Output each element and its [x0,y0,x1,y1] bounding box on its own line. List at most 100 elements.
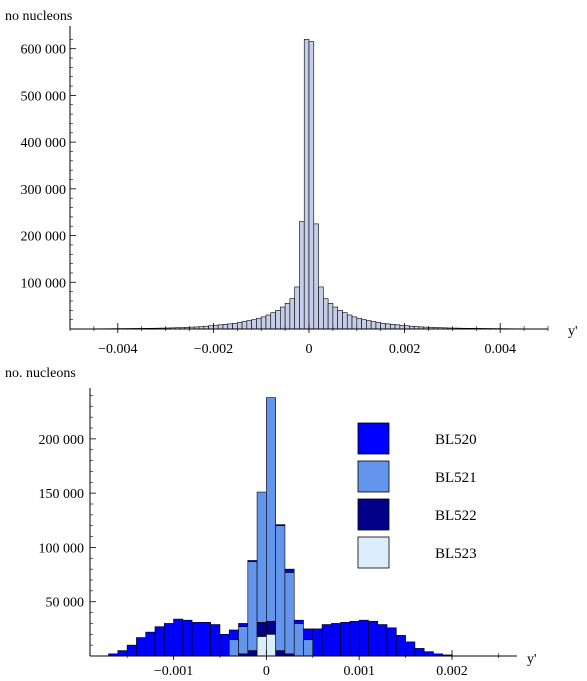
bar-bl520 [340,622,351,657]
bottom-x-tick-label: −0.001 [154,664,193,679]
top-bar [327,303,334,330]
bottom-y-tick-label: 50 000 [46,596,85,611]
bar-bl520 [275,524,286,527]
bar-bl522 [275,650,286,657]
top-bar [332,306,338,330]
top-bar [289,298,295,330]
legend-swatch-bl520 [357,422,390,455]
top-bar [270,312,276,330]
bottom-x-tick-label: 0 [263,664,270,679]
top-bar [318,286,324,330]
bar-bl520 [238,623,249,627]
bar-bl521 [247,561,258,651]
bottom-y-tick-label: 150 000 [39,487,85,502]
bar-bl520 [396,635,406,657]
bar-bl520 [358,619,369,657]
bar-bl520 [368,620,379,657]
top-bar [227,323,233,330]
top-x-tick-label: −0.002 [194,342,233,357]
top-x-tick-label: 0 [306,342,313,357]
bar-bl520 [219,633,230,657]
top-x-axis-label: y' [568,324,578,339]
top-bar [241,321,248,330]
bar-bl520 [136,637,146,657]
bottom-x-axis-label: y' [527,652,537,667]
bar-bl520 [377,624,388,657]
bar-bl520 [414,648,425,657]
top-bar [299,221,305,330]
top-bar [385,323,391,330]
legend-label-bl521: BL521 [435,470,477,486]
bar-bl520 [201,622,211,657]
top-bar [346,314,353,330]
top-bar [366,320,372,330]
top-bar [222,324,229,330]
legend-swatch-bl521 [357,460,390,493]
bar-bl520 [228,629,239,641]
top-bar [370,321,377,330]
top-bar [260,316,267,330]
bottom-x-tick-label: 0.002 [436,664,468,679]
bar-bl520 [154,626,165,657]
bar-bl520 [331,623,341,657]
bar-bl520 [247,560,258,562]
bar-bl520 [117,650,128,657]
legend-swatch-bl522 [357,498,390,531]
bar-bl521 [275,525,286,651]
legend-swatch-bl523 [357,536,390,569]
bar-bl520 [293,619,304,624]
top-bar [213,324,219,330]
top-bar [232,323,238,330]
top-y-tick-label: 100 000 [21,276,67,291]
bar-bl523 [266,633,276,657]
bar-bl522 [247,650,258,657]
top-y-tick-label: 600 000 [21,43,67,58]
bar-bl520 [210,624,221,657]
top-bar [294,286,300,330]
bar-bl522 [266,620,276,635]
top-bar [389,324,396,330]
top-bar [399,324,405,330]
top-bar [380,323,386,330]
top-y-tick-label: 300 000 [21,183,67,198]
bar-bl520 [386,627,397,657]
bar-bl520 [423,651,434,657]
bar-bl523 [256,636,267,657]
bar-bl520 [321,624,332,657]
top-bar [284,303,291,330]
legend-label-bl520: BL520 [435,432,477,448]
bar-bl520 [284,568,295,573]
bottom-y-axis-label: no. nucleons [5,366,76,381]
top-y-axis-label: no nucleons [5,9,72,24]
top-y-tick-label: 400 000 [21,136,67,151]
top-bar [251,319,257,330]
top-bar [308,41,315,330]
top-bar [303,39,310,330]
top-x-tick-label: 0.002 [389,342,421,357]
bar-bl521 [238,626,249,655]
top-bar [275,310,281,330]
bottom-bars [108,397,453,657]
top-bar [342,312,348,330]
top-bar [313,223,319,330]
bar-bl520 [303,628,314,641]
bar-bl520 [349,620,360,657]
bottom-y-tick-label: 200 000 [39,433,85,448]
bottom-x-tick-label: 0.001 [343,664,375,679]
bar-bl521 [256,491,267,623]
top-bar [265,314,272,330]
top-y-tick-label: 500 000 [21,89,67,104]
top-y-tick-label: 200 000 [21,230,67,245]
top-bar [356,317,362,330]
legend-label-bl523: BL523 [435,546,477,562]
top-bar [237,322,243,330]
top-bar [351,316,358,330]
bar-bl522 [256,622,267,637]
bar-bl520 [126,644,137,657]
top-x-tick-label: −0.004 [98,342,137,357]
bar-bl521 [293,623,304,657]
top-bar [337,310,343,330]
bar-bl521 [266,397,276,622]
